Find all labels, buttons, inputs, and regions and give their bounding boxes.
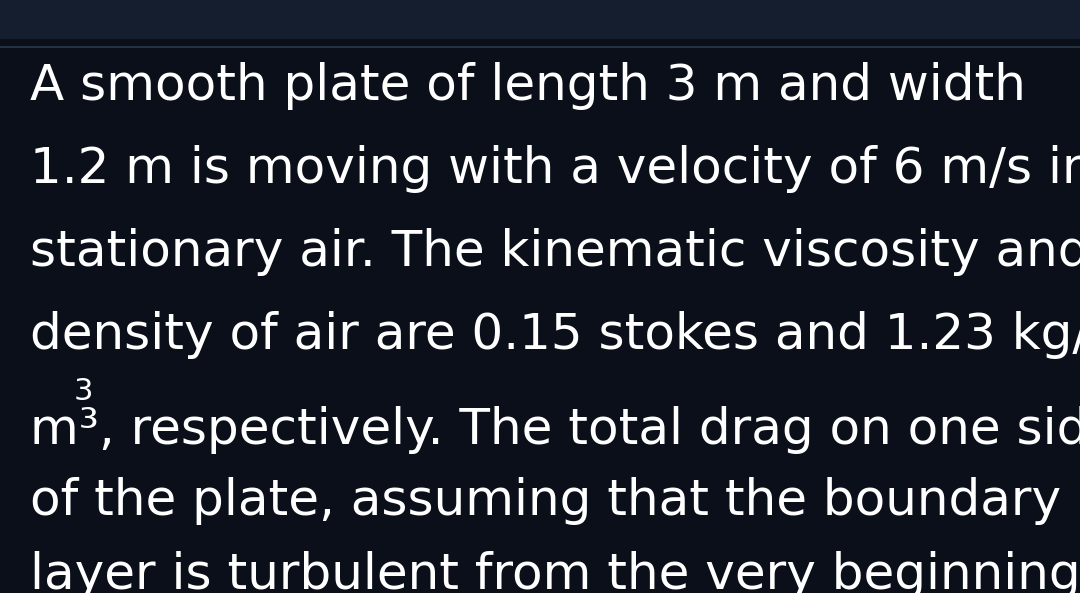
Text: layer is turbulent from the very beginning, is: layer is turbulent from the very beginni… [30,551,1080,593]
Text: m³, respectively. The total drag on one side: m³, respectively. The total drag on one … [30,406,1080,454]
Text: A smooth plate of length 3 m and width: A smooth plate of length 3 m and width [30,62,1026,110]
Text: stationary air. The kinematic viscosity and: stationary air. The kinematic viscosity … [30,228,1080,276]
Text: 3: 3 [73,377,93,406]
Bar [0,0,1080,39]
Text: of the plate, assuming that the boundary: of the plate, assuming that the boundary [30,477,1062,525]
Text: 1.2 m is moving with a velocity of 6 m/s in: 1.2 m is moving with a velocity of 6 m/s… [30,145,1080,193]
Text: density of air are 0.15 stokes and 1.23 kg/: density of air are 0.15 stokes and 1.23 … [30,311,1080,359]
